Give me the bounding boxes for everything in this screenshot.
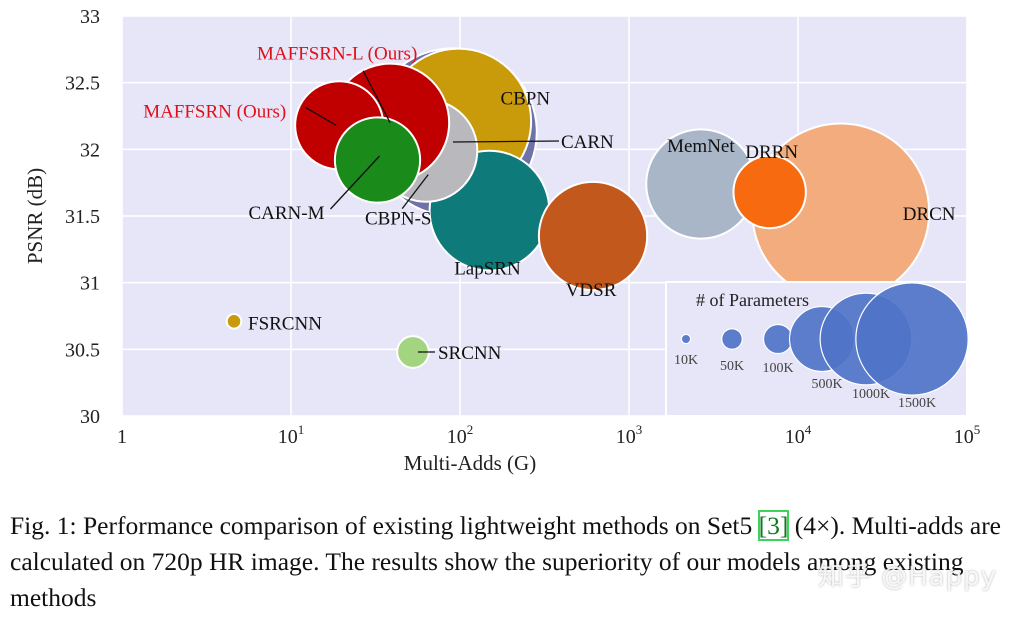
watermark: 知乎 @Happy: [817, 562, 997, 592]
data-label: CBPN: [500, 88, 550, 109]
legend-bubble: [680, 333, 692, 345]
size-legend: # of Parameters 10K 50K 100K 500K 1000K 1500K: [665, 281, 969, 417]
bubbles: [225, 47, 931, 369]
data-label: CBPN-S: [365, 209, 432, 230]
legend-bubble: [855, 282, 969, 396]
legend-bubble: [721, 328, 743, 350]
y-tick-label: 31: [80, 273, 100, 295]
caption-suffix: (4×). Multi-adds are calculated on 720p …: [10, 511, 1001, 612]
bubble-drrn: [732, 154, 807, 230]
data-label: MAFFSRN-L (Ours): [257, 44, 417, 65]
leader-line: [362, 70, 391, 123]
x-tick-label: 102: [447, 422, 474, 448]
x-tick-label: 101: [278, 422, 305, 448]
legend-label: 500K: [811, 377, 842, 392]
legend-bubble: [762, 323, 794, 355]
legend-label: 1000K: [852, 387, 890, 402]
x-tick-label: 104: [785, 422, 812, 448]
y-tick-label: 30.5: [65, 339, 100, 361]
bubble-labels: DRCN CARN CBPN LapSRN VDSR MemNet CBPN-S MAFFSR…: [143, 44, 956, 364]
legend-label: 100K: [762, 361, 793, 376]
legend-label: 1500K: [898, 396, 936, 411]
y-axis-label: PSNR (dB): [23, 168, 47, 264]
bubble-fsrcnn: [225, 313, 243, 330]
bubble-chart: 30 30.5 31 31.5 32 32.5 33 1 101 102 103 104 105 Mult…: [23, 6, 981, 475]
figure-caption: Fig. 1: Performance comparison of existi…: [10, 508, 1015, 616]
data-label: SRCNN: [438, 343, 502, 364]
y-tick-label: 30: [80, 406, 100, 428]
x-tick-exponent: 4: [805, 422, 812, 437]
data-label: CARN: [561, 132, 614, 153]
data-label: DRRN: [745, 142, 798, 163]
data-label: MAFFSRN (Ours): [143, 101, 286, 122]
data-label: MemNet: [667, 136, 735, 157]
x-tick-label: 1: [117, 426, 127, 448]
x-tick-exponent: 3: [636, 422, 643, 437]
citation-link[interactable]: [3]: [757, 510, 790, 541]
x-tick-exponent: 5: [974, 422, 981, 437]
leader-line: [452, 140, 560, 143]
x-axis-label: Multi-Adds (G): [404, 451, 536, 475]
leader-line: [304, 106, 337, 126]
legend-label: 10K: [674, 353, 698, 368]
y-tick-label: 32.5: [65, 73, 100, 95]
x-tick-label: 103: [616, 422, 643, 448]
legend-title: # of Parameters: [696, 290, 809, 310]
data-label: CARN-M: [248, 203, 324, 224]
x-tick-exponent: 2: [467, 422, 474, 437]
leader-line: [401, 174, 429, 210]
legend-label: 50K: [720, 359, 744, 374]
bubble-vdsr: [537, 180, 649, 292]
leader-line: [330, 155, 380, 210]
y-tick-label: 31.5: [65, 206, 100, 228]
x-tick-label: 105: [954, 422, 981, 448]
y-tick-label: 33: [80, 6, 100, 28]
caption-prefix: Fig. 1: Performance comparison of existi…: [10, 511, 759, 540]
data-label: DRCN: [903, 204, 956, 225]
y-tick-label: 32: [80, 139, 100, 161]
data-label: LapSRN: [454, 259, 521, 280]
data-label: VDSR: [566, 280, 617, 301]
x-tick-exponent: 1: [298, 422, 305, 437]
data-label: FSRCNN: [248, 313, 322, 334]
